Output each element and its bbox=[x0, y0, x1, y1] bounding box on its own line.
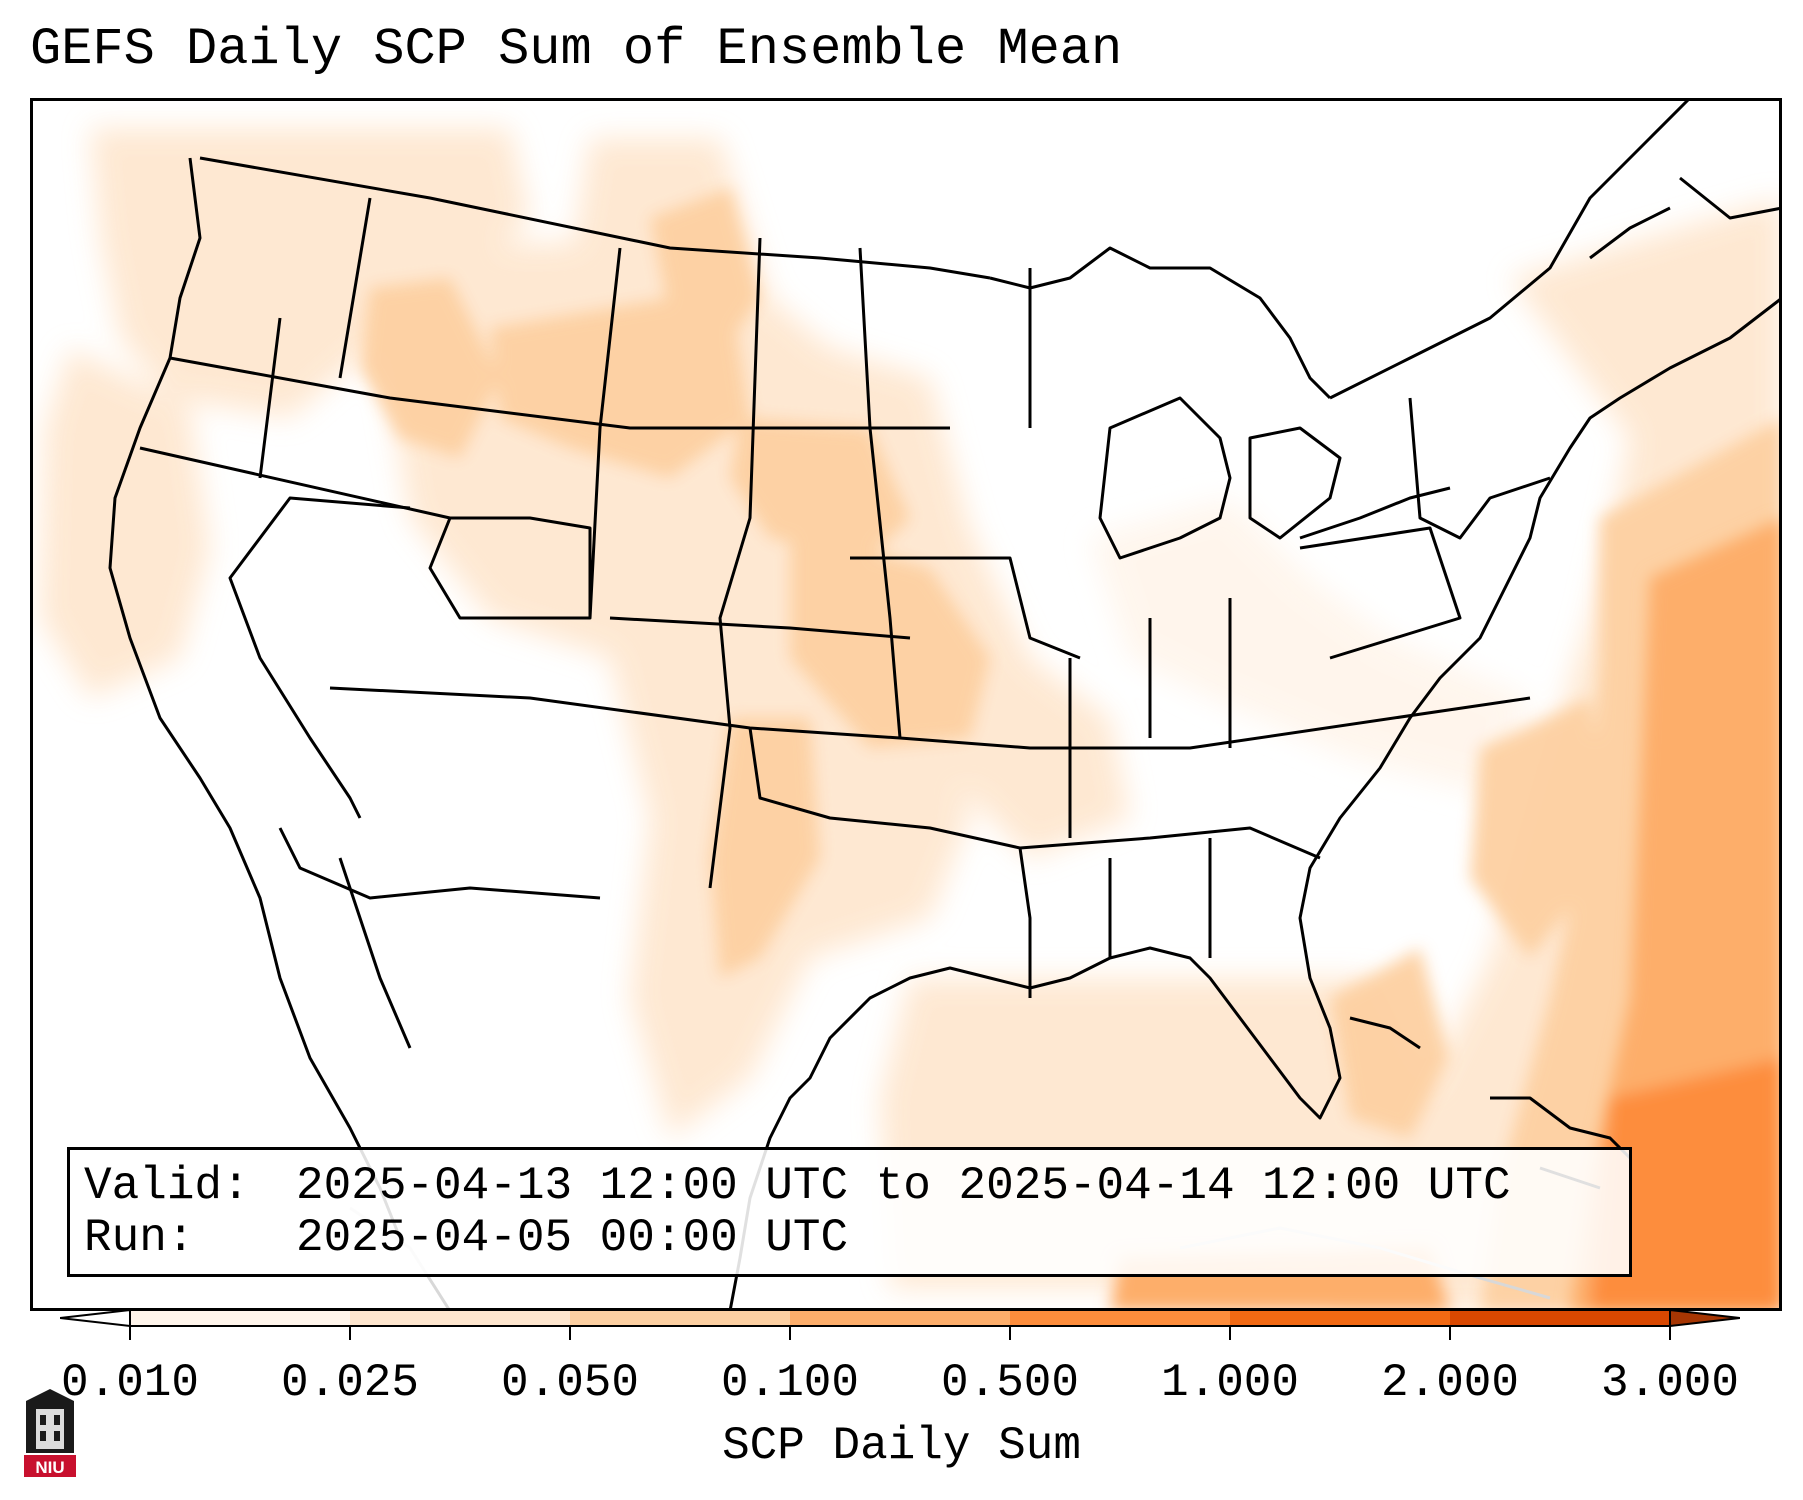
colorbar-tick-label: 3.000 bbox=[1600, 1357, 1740, 1409]
logo-text: NIU bbox=[35, 1458, 64, 1477]
run-label: Run: bbox=[84, 1212, 195, 1264]
colorbar-segment bbox=[1010, 1310, 1231, 1326]
colorbar-segment bbox=[1230, 1310, 1451, 1326]
colorbar-segment bbox=[1450, 1310, 1671, 1326]
colorbar-tick-label: 1.000 bbox=[1160, 1357, 1300, 1409]
colorbar-segment bbox=[790, 1310, 1011, 1326]
run-line: Run: 2025-04-05 00:00 UTC bbox=[84, 1212, 848, 1264]
map-boundaries bbox=[108, 98, 1782, 1311]
university-tower-icon: NIU bbox=[24, 1389, 76, 1477]
colorbar bbox=[59, 1306, 1741, 1346]
colorbar-tick-label: 0.500 bbox=[940, 1357, 1080, 1409]
colorbar-segment bbox=[570, 1310, 791, 1326]
run-value: 2025-04-05 00:00 UTC bbox=[296, 1212, 849, 1264]
colorbar-tick-label: 2.000 bbox=[1380, 1357, 1520, 1409]
map-title: GEFS Daily SCP Sum of Ensemble Mean bbox=[30, 20, 1123, 79]
colorbar-tick-label: 0.025 bbox=[280, 1357, 420, 1409]
colorbar-frame bbox=[129, 1309, 1671, 1327]
colorbar-under-arrow bbox=[59, 1308, 131, 1328]
colorbar-label: SCP Daily Sum bbox=[722, 1420, 1081, 1472]
map-panel bbox=[30, 98, 1782, 1311]
colorbar-tick-label: 0.100 bbox=[720, 1357, 860, 1409]
valid-label: Valid: bbox=[84, 1160, 250, 1212]
colorbar-graphic bbox=[59, 1308, 1741, 1340]
colorbar-over-arrow bbox=[1669, 1308, 1741, 1328]
valid-value: 2025-04-13 12:00 UTC to 2025-04-14 12:00… bbox=[296, 1160, 1511, 1212]
colorbar-segment bbox=[130, 1310, 351, 1326]
colorbar-segment bbox=[350, 1310, 571, 1326]
conus-map bbox=[30, 98, 1782, 1311]
valid-line: Valid: 2025-04-13 12:00 UTC to 2025-04-14… bbox=[84, 1160, 1511, 1212]
niu-logo: NIU bbox=[22, 1387, 78, 1479]
scp-shading bbox=[40, 128, 1782, 1311]
colorbar-tick-label: 0.050 bbox=[500, 1357, 640, 1409]
valid-run-info-box: Valid: 2025-04-13 12:00 UTC to 2025-04-14… bbox=[67, 1147, 1632, 1277]
colorbar-tick-label: 0.010 bbox=[60, 1357, 200, 1409]
